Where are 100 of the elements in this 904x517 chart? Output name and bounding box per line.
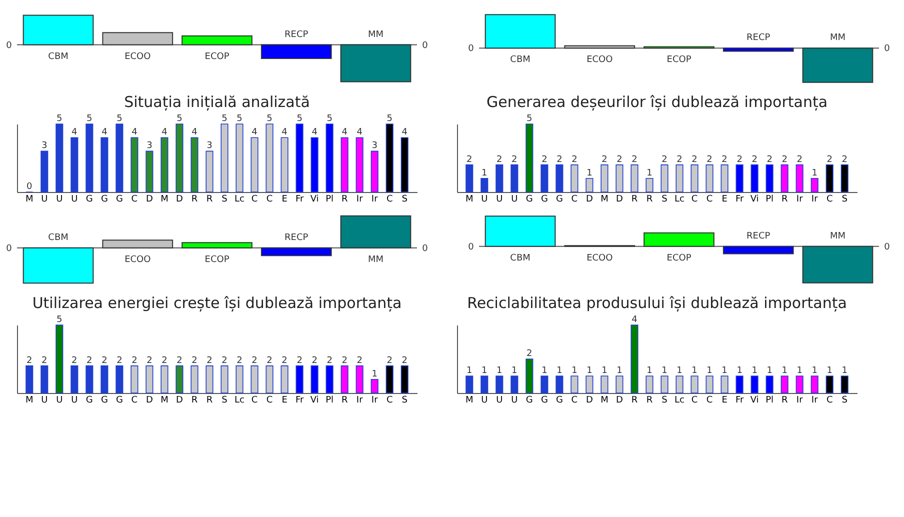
- x-tick-label: E: [282, 194, 288, 204]
- x-tick-label: S: [402, 194, 408, 204]
- data-label: 2: [116, 356, 122, 366]
- x-tick-label: R: [206, 194, 213, 204]
- data-label: 2: [342, 356, 348, 366]
- x-tick-label: G: [86, 396, 93, 406]
- bar: [370, 150, 378, 192]
- bar: [56, 124, 64, 192]
- data-label: 2: [356, 356, 362, 366]
- x-tick-label: R: [341, 396, 348, 406]
- x-tick-label: S: [842, 194, 848, 204]
- x-tick-label: C: [826, 396, 833, 406]
- x-tick-label: U: [496, 194, 503, 204]
- data-label: 1: [706, 366, 712, 376]
- data-label: 1: [676, 366, 682, 376]
- data-label: 1: [692, 366, 698, 376]
- bar: [220, 124, 228, 192]
- x-tick-label: U: [41, 194, 48, 204]
- x-tick-label: G: [526, 194, 533, 204]
- bar: [176, 124, 184, 192]
- data-label: 2: [192, 356, 198, 366]
- data-label: 1: [722, 366, 728, 376]
- x-tick-label: Pl: [766, 194, 774, 204]
- bar: [722, 48, 794, 52]
- x-tick-label: M: [160, 396, 168, 406]
- x-tick-label: G: [540, 194, 548, 204]
- data-label: 2: [72, 356, 78, 366]
- x-tick-label: Pl: [326, 396, 334, 406]
- x-tick-label: U: [496, 396, 503, 406]
- bar: [644, 232, 714, 247]
- x-tick-label: C: [571, 194, 578, 204]
- data-label: 4: [252, 128, 258, 138]
- bar: [116, 124, 124, 192]
- bar: [190, 137, 198, 192]
- data-label: 2: [162, 356, 168, 366]
- x-tick-label: S: [222, 396, 228, 406]
- data-label: 2: [662, 154, 668, 165]
- data-label: 5: [526, 114, 532, 124]
- bar: [356, 137, 364, 192]
- x-tick-label: Ir: [356, 396, 364, 406]
- x-tick-label: R: [631, 396, 638, 406]
- data-label: 2: [386, 356, 392, 366]
- bar: [250, 137, 258, 192]
- x-tick-label: C: [691, 396, 698, 406]
- data-label: 2: [26, 356, 32, 366]
- x-tick-label: C: [826, 194, 833, 204]
- data-label: 2: [752, 154, 758, 165]
- x-tick-label: G: [526, 396, 533, 406]
- data-label: 5: [386, 114, 392, 124]
- data-label: 1: [482, 168, 488, 178]
- x-tick-label: MM: [830, 33, 846, 44]
- bar: [802, 48, 874, 83]
- x-tick-label: CBM: [48, 232, 68, 243]
- bar: [70, 137, 78, 192]
- data-label: 2: [796, 154, 802, 165]
- bar: [22, 247, 94, 284]
- text: 0: [422, 40, 428, 51]
- x-tick-label: C: [131, 194, 138, 204]
- x-tick-label: E: [722, 396, 728, 406]
- data-label: 2: [496, 154, 502, 165]
- data-label: 4: [282, 128, 288, 138]
- bar: [326, 124, 334, 192]
- x-tick-label: G: [556, 396, 563, 406]
- data-label: 1: [646, 168, 652, 178]
- bar: [260, 247, 332, 256]
- bar: [484, 216, 556, 247]
- x-tick-label: CBM: [510, 253, 530, 264]
- data-label: 4: [102, 128, 108, 138]
- x-tick-label: C: [706, 194, 713, 204]
- x-tick-label: Lc: [234, 194, 245, 204]
- bar: [102, 240, 174, 248]
- chart-title: Generarea deșeurilor își dublează importanța: [486, 93, 828, 111]
- bar: [130, 137, 138, 192]
- data-label: 2: [766, 154, 772, 165]
- bar: [722, 246, 794, 254]
- data-label: 2: [602, 154, 608, 165]
- data-label: 1: [542, 366, 548, 376]
- x-tick-label: RECP: [284, 30, 309, 40]
- x-tick-label: G: [116, 396, 123, 406]
- data-label: 1: [496, 366, 502, 376]
- data-label: 1: [752, 366, 758, 376]
- x-tick-label: S: [662, 396, 668, 406]
- bar: [146, 150, 154, 192]
- data-label: 2: [326, 356, 332, 366]
- x-tick-label: D: [146, 396, 153, 406]
- x-tick-label: Ir: [796, 396, 804, 406]
- data-label: 2: [526, 349, 532, 359]
- x-tick-label: C: [691, 194, 698, 204]
- x-tick-label: M: [160, 194, 168, 204]
- bar: [280, 137, 288, 192]
- data-label: 4: [342, 128, 348, 138]
- x-tick-label: U: [511, 194, 518, 204]
- data-label: 2: [236, 356, 242, 366]
- bar: [400, 137, 408, 192]
- x-tick-label: U: [56, 194, 63, 204]
- x-tick-label: Vi: [750, 396, 759, 406]
- x-tick-label: R: [191, 194, 198, 204]
- data-label: 1: [482, 366, 488, 376]
- x-tick-label: C: [706, 396, 713, 406]
- x-tick-label: R: [781, 396, 788, 406]
